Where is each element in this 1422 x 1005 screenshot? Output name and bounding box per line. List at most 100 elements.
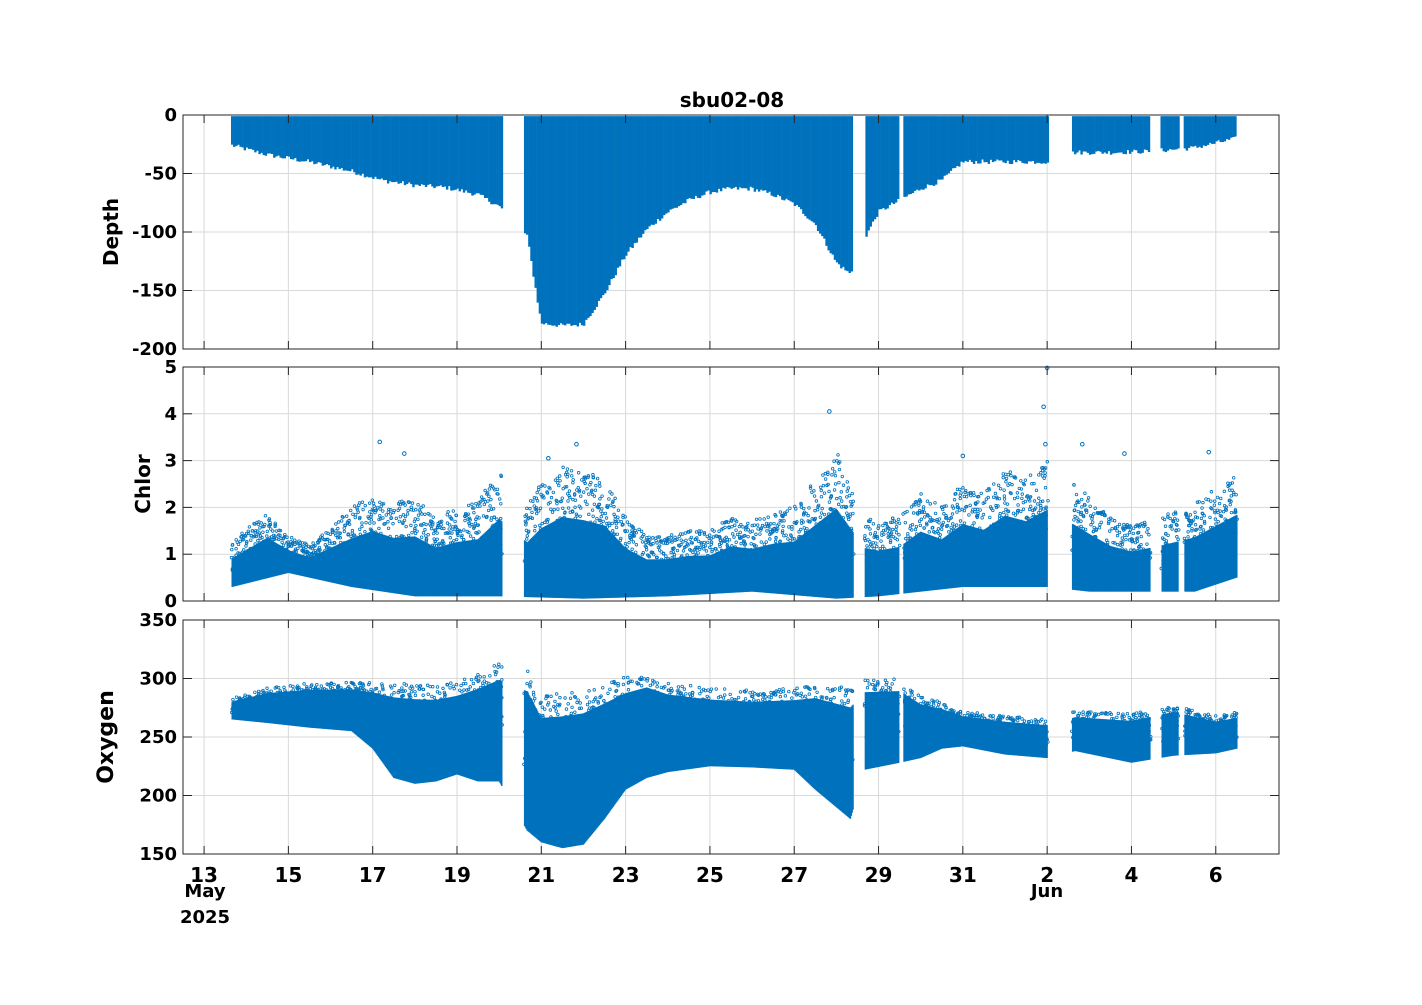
data-point [726, 520, 731, 525]
data-point [1125, 533, 1129, 537]
data-point [386, 526, 391, 530]
data-point [1131, 531, 1136, 536]
data-point [557, 483, 561, 488]
data-point [919, 517, 924, 521]
data-point [603, 511, 608, 516]
data-point [758, 532, 762, 536]
data-point [937, 521, 941, 525]
data-point [1120, 542, 1124, 547]
data-point [363, 529, 367, 534]
data-point [358, 515, 362, 520]
data-point [631, 540, 636, 544]
data-point [1208, 515, 1212, 520]
data-point [672, 553, 677, 557]
data-point [403, 503, 407, 507]
outlier-point [1206, 449, 1212, 455]
data-point [823, 477, 828, 481]
data-point [821, 483, 826, 488]
data-point [781, 524, 785, 529]
data-point [401, 513, 406, 517]
outlier-point [827, 409, 832, 414]
data-point [341, 515, 345, 519]
data-point [1004, 480, 1008, 484]
data-point [759, 540, 764, 544]
data-point [890, 527, 895, 532]
data-point [894, 525, 899, 529]
data-point [986, 495, 990, 500]
data-point [829, 494, 834, 498]
data-point [691, 550, 695, 554]
data-point [1202, 513, 1206, 518]
data-point [870, 544, 874, 548]
data-point [1082, 503, 1087, 507]
data-point [1170, 527, 1174, 531]
data-point [733, 523, 737, 527]
data-point [1176, 537, 1180, 542]
data-point [398, 502, 402, 507]
data-point [1121, 540, 1125, 544]
data-point [293, 538, 297, 542]
data-point [827, 489, 831, 494]
data-point [475, 515, 479, 519]
data-point [808, 484, 813, 488]
data-point [314, 550, 318, 555]
data-point [841, 483, 846, 487]
data-point [243, 534, 248, 538]
data-point [402, 535, 406, 539]
data-point [1215, 508, 1220, 512]
data-point [826, 472, 830, 476]
data-point [1193, 510, 1197, 514]
data-point [1003, 501, 1007, 505]
data-point [675, 548, 680, 553]
data-point [597, 481, 602, 485]
data-point [1079, 519, 1083, 523]
data-point [1023, 478, 1028, 482]
data-point [768, 527, 772, 531]
data-point [790, 524, 794, 529]
data-point [600, 507, 604, 511]
data-point [651, 541, 655, 546]
data-point [1019, 509, 1023, 514]
data-point [1227, 488, 1232, 492]
data-point [1020, 492, 1024, 496]
data-point [479, 495, 484, 499]
data-point [754, 532, 758, 537]
data-point [711, 535, 716, 539]
data-point [244, 541, 249, 545]
data-point [768, 537, 772, 541]
data-point [1012, 496, 1017, 501]
data-point [970, 510, 974, 514]
data-point [1004, 476, 1009, 481]
data-point [822, 491, 827, 495]
data-point [601, 519, 605, 524]
data-point [416, 517, 420, 521]
data-point [758, 517, 762, 521]
data-point [851, 499, 855, 504]
data-point [361, 507, 365, 512]
data-point [360, 524, 364, 529]
data-point [992, 482, 996, 486]
data-point [525, 534, 529, 538]
data-point [1162, 537, 1166, 541]
data-point [283, 532, 287, 537]
data-point [371, 501, 376, 506]
data-point [327, 541, 332, 545]
data-point [495, 487, 500, 492]
data-point [814, 499, 819, 503]
data-point [787, 525, 791, 529]
data-point [1023, 499, 1028, 504]
data-point [244, 531, 249, 536]
data-point [962, 508, 967, 513]
data-point [780, 529, 785, 533]
data-point [294, 549, 299, 554]
data-point [416, 513, 421, 517]
data-point [897, 533, 901, 537]
data-point [1043, 471, 1047, 475]
data-point [1201, 500, 1205, 505]
data-point [973, 507, 977, 512]
data-point [401, 520, 405, 524]
data-point [1188, 513, 1193, 517]
data-point [863, 538, 868, 543]
data-point [684, 538, 688, 542]
data-point [267, 517, 272, 521]
